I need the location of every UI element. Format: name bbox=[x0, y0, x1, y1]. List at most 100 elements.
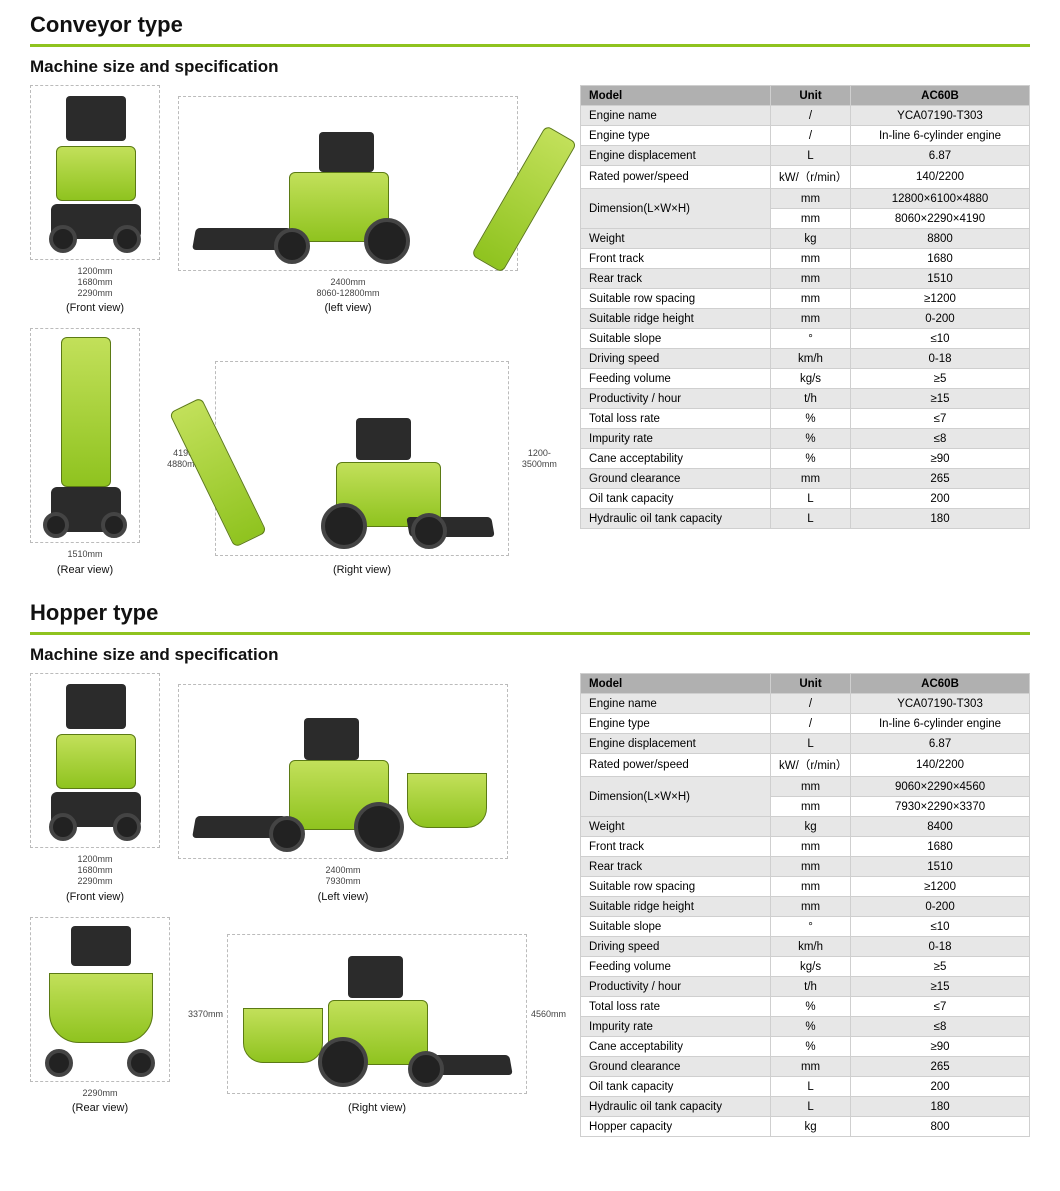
table-row: Rear trackmm1510 bbox=[581, 857, 1030, 877]
table-cell-label: Hydraulic oil tank capacity bbox=[581, 509, 771, 529]
conveyor-front-view: 1200mm 1680mm 2290mm (Front view) bbox=[30, 85, 160, 314]
table-cell-value: 1510 bbox=[851, 857, 1030, 877]
table-cell-unit: km/h bbox=[771, 937, 851, 957]
table-cell-unit: mm bbox=[771, 837, 851, 857]
table-row: Dimension(L×W×H)mm9060×2290×4560 bbox=[581, 777, 1030, 797]
table-cell-value: 9060×2290×4560 bbox=[851, 777, 1030, 797]
table-row: Front trackmm1680 bbox=[581, 249, 1030, 269]
conveyor-left-view: 2400mm 8060-12800mm (left view) bbox=[178, 96, 518, 315]
table-cell-unit: mm bbox=[771, 269, 851, 289]
table-row: Feeding volumekg/s≥5 bbox=[581, 369, 1030, 389]
table-cell-label: Feeding volume bbox=[581, 957, 771, 977]
hopper-right-view: 3370mm 4560mm (Right view) bbox=[188, 934, 566, 1114]
table-cell-value: 1680 bbox=[851, 249, 1030, 269]
dim-label: 4560mm bbox=[531, 1009, 566, 1020]
table-row: Weightkg8800 bbox=[581, 229, 1030, 249]
table-cell-value: ≤10 bbox=[851, 329, 1030, 349]
table-cell-unit: ° bbox=[771, 329, 851, 349]
machine-illustration bbox=[178, 96, 518, 271]
table-cell-label: Rated power/speed bbox=[581, 754, 771, 777]
hopper-rear-view: 2290mm (Rear view) bbox=[30, 917, 170, 1115]
machine-illustration bbox=[30, 917, 170, 1082]
table-cell-value: 265 bbox=[851, 469, 1030, 489]
table-row: Rated power/speedkW/（r/min）140/2200 bbox=[581, 754, 1030, 777]
table-row: Feeding volumekg/s≥5 bbox=[581, 957, 1030, 977]
table-cell-value: YCA07190-T303 bbox=[851, 106, 1030, 126]
table-cell-unit: mm bbox=[771, 897, 851, 917]
dim-labels: 2400mm 7930mm bbox=[325, 865, 360, 887]
table-cell-value: ≥1200 bbox=[851, 289, 1030, 309]
table-cell-label: Cane acceptability bbox=[581, 449, 771, 469]
table-cell-value: ≤8 bbox=[851, 1017, 1030, 1037]
table-cell-unit: ° bbox=[771, 917, 851, 937]
conveyor-views-row-2: 1510mm (Rear view) 4190-4880mm bbox=[30, 328, 566, 576]
table-cell-unit: t/h bbox=[771, 977, 851, 997]
table-row: Productivity / hourt/h≥15 bbox=[581, 977, 1030, 997]
table-cell-value: ≥90 bbox=[851, 449, 1030, 469]
table-cell-label: Oil tank capacity bbox=[581, 1077, 771, 1097]
dim-label: 1510mm bbox=[67, 549, 102, 560]
table-cell-value: 140/2200 bbox=[851, 166, 1030, 189]
table-cell-label: Engine displacement bbox=[581, 734, 771, 754]
table-header: Model bbox=[581, 674, 771, 694]
table-cell-label: Cane acceptability bbox=[581, 1037, 771, 1057]
table-cell-value: ≥5 bbox=[851, 957, 1030, 977]
table-cell-value: 0-18 bbox=[851, 937, 1030, 957]
table-row: Oil tank capacityL200 bbox=[581, 489, 1030, 509]
table-header: AC60B bbox=[851, 674, 1030, 694]
view-caption: (Right view) bbox=[348, 1102, 406, 1114]
table-cell-label: Rated power/speed bbox=[581, 166, 771, 189]
table-cell-unit: L bbox=[771, 734, 851, 754]
table-cell-value: ≥1200 bbox=[851, 877, 1030, 897]
conveyor-title: Conveyor type bbox=[30, 12, 1030, 47]
table-cell-unit: mm bbox=[771, 1057, 851, 1077]
table-cell-unit: kg bbox=[771, 229, 851, 249]
table-cell-unit: km/h bbox=[771, 349, 851, 369]
table-cell-label: Suitable row spacing bbox=[581, 289, 771, 309]
table-row: Rated power/speedkW/（r/min）140/2200 bbox=[581, 166, 1030, 189]
hopper-table-wrapper: Model Unit AC60B Engine name/YCA07190-T3… bbox=[580, 673, 1030, 1137]
table-row: Hydraulic oil tank capacityL180 bbox=[581, 1097, 1030, 1117]
table-row: Cane acceptability%≥90 bbox=[581, 1037, 1030, 1057]
table-header-row: Model Unit AC60B bbox=[581, 674, 1030, 694]
table-cell-unit: % bbox=[771, 1017, 851, 1037]
table-row: Productivity / hourt/h≥15 bbox=[581, 389, 1030, 409]
table-cell-unit: t/h bbox=[771, 389, 851, 409]
table-cell-unit: L bbox=[771, 489, 851, 509]
table-row: Driving speedkm/h0-18 bbox=[581, 349, 1030, 369]
dim-labels: 2290mm bbox=[82, 1088, 117, 1099]
table-cell-label: Front track bbox=[581, 249, 771, 269]
conveyor-spec-tbody: Engine name/YCA07190-T303Engine type/In-… bbox=[581, 106, 1030, 529]
hopper-content: 1200mm 1680mm 2290mm (Front view) bbox=[30, 673, 1030, 1137]
table-cell-unit: mm bbox=[771, 877, 851, 897]
table-cell-value: 12800×6100×4880 bbox=[851, 189, 1030, 209]
table-cell-unit: kg/s bbox=[771, 369, 851, 389]
table-cell-unit: % bbox=[771, 1037, 851, 1057]
table-cell-label: Weight bbox=[581, 817, 771, 837]
table-cell-unit: / bbox=[771, 694, 851, 714]
table-cell-unit: kW/（r/min） bbox=[771, 166, 851, 189]
table-row: Engine displacementL6.87 bbox=[581, 734, 1030, 754]
hopper-spec-table: Model Unit AC60B Engine name/YCA07190-T3… bbox=[580, 673, 1030, 1137]
table-cell-label: Total loss rate bbox=[581, 409, 771, 429]
machine-illustration bbox=[30, 328, 140, 543]
hopper-subtitle: Machine size and specification bbox=[30, 645, 1030, 665]
table-cell-label: Hopper capacity bbox=[581, 1117, 771, 1137]
table-cell-label: Rear track bbox=[581, 269, 771, 289]
conveyor-right-view: 4190-4880mm 1200-3500mm (Right view) bbox=[158, 361, 566, 576]
table-row: Dimension(L×W×H)mm12800×6100×4880 bbox=[581, 189, 1030, 209]
table-cell-unit: kg bbox=[771, 817, 851, 837]
table-cell-unit: / bbox=[771, 126, 851, 146]
table-cell-label: Engine name bbox=[581, 106, 771, 126]
table-cell-value: 6.87 bbox=[851, 146, 1030, 166]
table-cell-label: Engine displacement bbox=[581, 146, 771, 166]
table-cell-value: 265 bbox=[851, 1057, 1030, 1077]
table-row: Total loss rate%≤7 bbox=[581, 997, 1030, 1017]
conveyor-table-wrapper: Model Unit AC60B Engine name/YCA07190-T3… bbox=[580, 85, 1030, 529]
table-cell-value: 800 bbox=[851, 1117, 1030, 1137]
table-row: Suitable slope°≤10 bbox=[581, 329, 1030, 349]
dim-label: 1200-3500mm bbox=[513, 448, 566, 470]
table-row: Suitable ridge heightmm0-200 bbox=[581, 897, 1030, 917]
table-cell-unit: L bbox=[771, 1097, 851, 1117]
table-cell-unit: mm bbox=[771, 249, 851, 269]
